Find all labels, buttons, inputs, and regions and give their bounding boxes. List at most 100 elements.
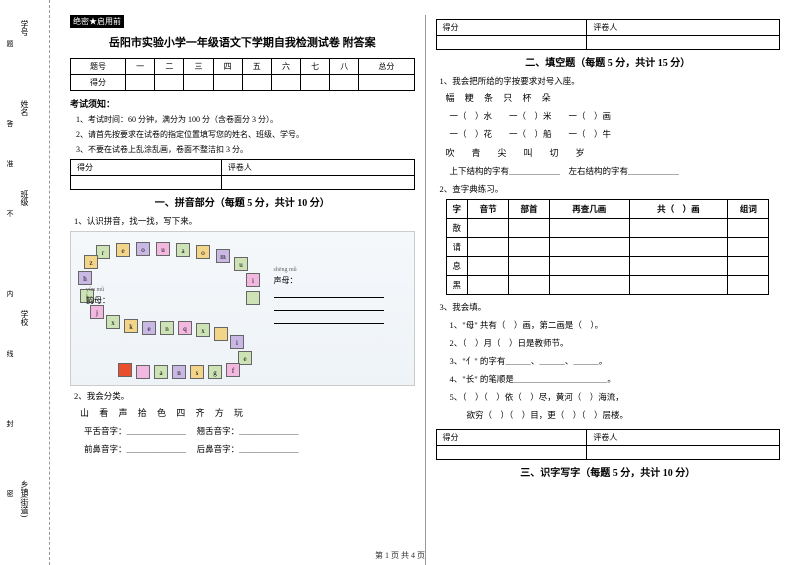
- letter-block: s: [190, 365, 204, 379]
- bind-hint: 密: [5, 490, 15, 497]
- ms-cell: 评卷人: [587, 430, 780, 446]
- question-1: 1、我会把所给的字按要求对号入座。: [440, 75, 781, 87]
- hdr-cell: 三: [184, 59, 213, 75]
- question-2: 2、我会分类。: [74, 390, 415, 402]
- section-1-title: 一、拼音部分（每题 5 分，共计 10 分）: [70, 194, 415, 209]
- bind-hint: 题: [5, 40, 15, 47]
- letter-block: o: [136, 242, 150, 256]
- fill-row: 平舌音字：＿＿＿＿＿＿＿ 翘舌音字：＿＿＿＿＿＿＿: [84, 425, 415, 437]
- score-header-table: 题号 一 二 三 四 五 六 七 八 总分 得分: [70, 58, 415, 91]
- th: 组词: [728, 200, 769, 219]
- hdr-cell: 二: [155, 59, 184, 75]
- letter-block: e: [142, 321, 156, 335]
- letter-block: e: [116, 243, 130, 257]
- letter-block: u: [234, 257, 248, 271]
- letter-block: i: [246, 273, 260, 287]
- letter-block: a: [176, 243, 190, 257]
- shengmu-lines: shēng mǔ 声母：: [274, 267, 384, 327]
- ms-cell: 评卷人: [221, 160, 414, 176]
- bind-label: 班级: [19, 190, 30, 206]
- ms-cell: 评卷人: [587, 20, 780, 36]
- question-2: 2、查字典练习。: [440, 183, 781, 195]
- page-footer: 第 1 页 共 4 页: [0, 550, 800, 561]
- fill-row: 前鼻音字：＿＿＿＿＿＿＿ 后鼻音字：＿＿＿＿＿＿＿: [84, 443, 415, 455]
- hdr-cell: 七: [301, 59, 330, 75]
- letter-block: h: [78, 271, 92, 285]
- given-chars-b: 吹 青 尖 叫 切 岁: [446, 146, 781, 159]
- letter-block: r: [96, 245, 110, 259]
- bind-hint: 线: [5, 350, 15, 357]
- letter-block: m: [216, 249, 230, 263]
- letter-block: x: [106, 315, 120, 329]
- pinyin-label: shēng mǔ: [274, 267, 384, 273]
- notice-item: 1、考试时间：60 分钟，满分为 100 分（含卷面分 3 分）。: [76, 114, 415, 125]
- label: 翘舌音字：: [197, 426, 240, 436]
- left-column: 绝密★启用前 岳阳市实验小学一年级语文下学期自我检测试卷 附答案 题号 一 二 …: [60, 15, 426, 565]
- notice-title: 考试须知：: [70, 97, 415, 110]
- pinyin-snake-figure: reouaomuizhijxkenqxiefgsna shēng mǔ 声母： …: [70, 231, 415, 386]
- mini-score-box: 得分评卷人: [436, 19, 781, 50]
- page-content: 绝密★启用前 岳阳市实验小学一年级语文下学期自我检测试卷 附答案 题号 一 二 …: [50, 0, 800, 565]
- td: 散: [446, 219, 468, 238]
- letter-block: g: [208, 365, 222, 379]
- th: 字: [446, 200, 468, 219]
- letter-block: j: [90, 305, 104, 319]
- letter-block: a: [154, 365, 168, 379]
- mini-score-box: 得分评卷人: [70, 159, 415, 190]
- label: 前鼻音字：: [84, 444, 127, 454]
- th: 再查几画: [549, 200, 629, 219]
- letter-block: n: [160, 321, 174, 335]
- char-lookup-table: 字 音节 部首 再查几画 共（ ）画 组词 散 请 息 黑: [446, 199, 770, 295]
- fill-row: 一（ ）花 一（ ）船 一（ ）牛: [450, 128, 781, 140]
- ms-cell: 得分: [71, 160, 222, 176]
- label: 平舌音字：: [84, 426, 127, 436]
- bind-hint: 内: [5, 290, 15, 297]
- fill-row: 一（ ）水 一（ ）米 一（ ）画: [450, 110, 781, 122]
- hdr-cell: 五: [242, 59, 271, 75]
- question-1: 1、认识拼音，找一找，写下来。: [74, 215, 415, 227]
- ms-cell: 得分: [436, 20, 587, 36]
- page-title: 岳阳市实验小学一年级语文下学期自我检测试卷 附答案: [70, 34, 415, 50]
- notice-item: 2、请首先按要求在试卷的指定位置填写您的姓名、班级、学号。: [76, 129, 415, 140]
- label: 后鼻音字：: [197, 444, 240, 454]
- letter-block: z: [84, 255, 98, 269]
- letter-block: [118, 363, 132, 377]
- th: 共（ ）画: [629, 200, 728, 219]
- bind-label: 学校: [19, 310, 30, 326]
- section-2-title: 二、填空题（每题 5 分，共计 15 分）: [436, 54, 781, 69]
- fill-item: 2、（ ）月（ ）日是教师节。: [450, 337, 781, 349]
- fill-item: 1、"母" 共有（ ）画，第二画是（ ）。: [450, 319, 781, 331]
- section-3-title: 三、识字写字（每题 5 分，共计 10 分）: [436, 464, 781, 479]
- bind-label: 乡镇(街道): [19, 480, 30, 517]
- letter-block: q: [178, 321, 192, 335]
- struct-line: 上下结构的字有＿＿＿＿＿＿ 左右结构的字有＿＿＿＿＿＿: [450, 165, 781, 177]
- letter-block: k: [124, 319, 138, 333]
- th: 部首: [509, 200, 550, 219]
- hdr-cell: 六: [271, 59, 300, 75]
- fill-item: 欲穷（ ）（ ）目，更（ ）（ ）层楼。: [450, 409, 781, 421]
- bind-hint: 不: [5, 210, 15, 217]
- hdr-cell: 题号: [71, 59, 126, 75]
- letter-block: [136, 365, 150, 379]
- letter-block: [214, 327, 228, 341]
- letter-block: e: [238, 351, 252, 365]
- letter-block: o: [196, 245, 210, 259]
- letter-block: i: [230, 335, 244, 349]
- fill-item: 4、"长" 的笔顺是＿＿＿＿＿＿＿＿＿＿＿。: [450, 373, 781, 385]
- bind-hint: 准: [5, 160, 15, 167]
- letter-block: x: [196, 323, 210, 337]
- char-list: 山 看 声 拾 色 四 齐 方 玩: [80, 406, 415, 419]
- letter-block: u: [156, 242, 170, 256]
- td: 息: [446, 257, 468, 276]
- fill-item: 3、"亻" 的字有＿＿＿、＿＿＿、＿＿＿。: [450, 355, 781, 367]
- shengmu-label: 声母：: [274, 275, 384, 286]
- letter-block: n: [172, 365, 186, 379]
- th: 音节: [468, 200, 509, 219]
- ms-cell: 得分: [436, 430, 587, 446]
- hdr-cell: 八: [330, 59, 359, 75]
- hdr-cell: 总分: [359, 59, 414, 75]
- bind-label: 姓名: [19, 100, 30, 116]
- fill-item: 5、（ ）（ ）依（ ）尽，黄河（ ）海流，: [450, 391, 781, 403]
- hdr-cell: 四: [213, 59, 242, 75]
- bind-hint: 答: [5, 120, 15, 127]
